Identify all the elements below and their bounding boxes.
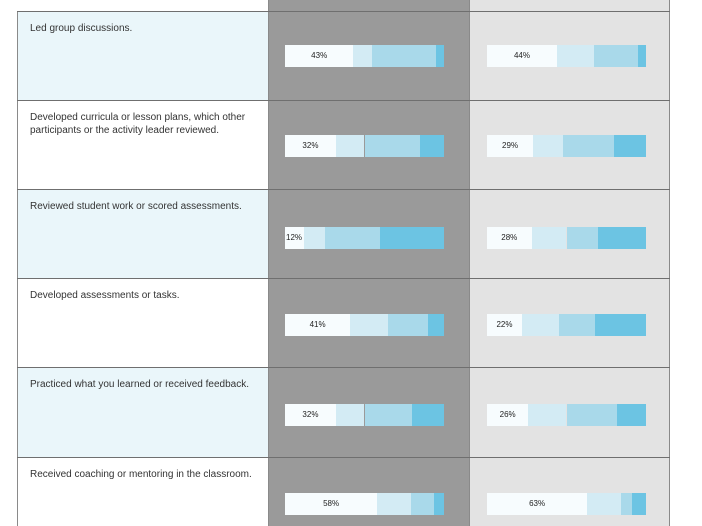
bar-segment — [428, 314, 444, 336]
bar-segment — [285, 314, 351, 336]
row-divider — [17, 367, 670, 368]
bar-segment — [598, 227, 646, 249]
percent-label: 44% — [513, 51, 530, 60]
bar-segment — [563, 135, 615, 157]
stacked-bar: 28% — [487, 227, 646, 249]
bar-segment — [380, 227, 444, 249]
row-label: Reviewed student work or scored assessme… — [30, 201, 242, 212]
bar-segment — [285, 493, 378, 515]
percent-label: 63% — [529, 499, 546, 508]
column-a — [268, 0, 469, 526]
bar-segment — [566, 404, 618, 426]
stacked-bar: 63% — [487, 493, 646, 515]
bar-segment — [436, 45, 444, 67]
row-divider — [17, 189, 670, 190]
stacked-bar: 32% — [285, 404, 444, 426]
bar-segment — [388, 314, 429, 336]
row-divider — [17, 278, 670, 279]
row-divider — [17, 11, 670, 12]
bar-segment — [285, 45, 354, 67]
bar-segment — [487, 45, 557, 67]
row-label-cell: Received coaching or mentoring in the cl… — [17, 458, 268, 526]
row-label-cell: Practiced what you learned or received f… — [17, 368, 268, 458]
stacked-bar: 32% — [285, 135, 444, 157]
percent-label: 32% — [302, 141, 319, 150]
bar-segment — [350, 314, 389, 336]
bar-segment — [372, 45, 437, 67]
bar-segment — [614, 135, 646, 157]
row-label: Practiced what you learned or received f… — [30, 379, 250, 390]
bar-segment — [531, 227, 567, 249]
stacked-bar: 12% — [285, 227, 444, 249]
percent-label: 58% — [323, 499, 340, 508]
bar-segment — [487, 493, 588, 515]
row-divider — [17, 100, 670, 101]
stacked-bar: 44% — [487, 45, 646, 67]
percent-label: 41% — [309, 320, 326, 329]
row-divider — [17, 457, 670, 458]
stacked-bar: 58% — [285, 493, 444, 515]
bar-segment — [285, 227, 305, 249]
percent-label: 28% — [501, 233, 518, 242]
bar-segment — [364, 135, 421, 157]
row-label-cell: Reviewed student work or scored assessme… — [17, 190, 268, 279]
bar-segment — [377, 493, 411, 515]
stacked-bar: 22% — [487, 314, 646, 336]
stacked-bar: 29% — [487, 135, 646, 157]
bar-segment — [487, 404, 529, 426]
row-label: Developed curricula or lesson plans, whi… — [30, 112, 246, 136]
bar-segment — [434, 493, 444, 515]
bar-segment — [285, 404, 336, 426]
bar-segment — [285, 135, 336, 157]
percent-label: 22% — [496, 320, 513, 329]
bar-segment — [595, 314, 646, 336]
bar-segment — [620, 493, 632, 515]
bar-segment — [353, 45, 373, 67]
percent-label: 32% — [302, 410, 319, 419]
percent-label: 43% — [311, 51, 328, 60]
percent-label: 29% — [502, 141, 519, 150]
bar-segment — [335, 135, 365, 157]
bar-segment — [335, 404, 365, 426]
bar-segment — [412, 404, 444, 426]
row-label: Received coaching or mentoring in the cl… — [30, 469, 252, 480]
row-label: Developed assessments or tasks. — [30, 290, 180, 301]
stacked-bar: 41% — [285, 314, 444, 336]
column-b — [469, 0, 670, 526]
bar-segment — [587, 493, 621, 515]
bar-segment — [528, 404, 567, 426]
bar-segment — [593, 45, 639, 67]
percent-label: 26% — [499, 410, 516, 419]
bar-segment — [420, 135, 444, 157]
row-label-cell: Led group discussions. — [17, 12, 268, 101]
bar-segment — [487, 227, 532, 249]
bar-segment — [521, 314, 559, 336]
stacked-bar: 43% — [285, 45, 444, 67]
row-label-cell: Developed curricula or lesson plans, whi… — [17, 101, 268, 190]
bar-segment — [304, 227, 325, 249]
bar-segment — [487, 135, 534, 157]
percent-label: 12% — [286, 233, 303, 242]
bar-segment — [410, 493, 435, 515]
bar-segment — [324, 227, 381, 249]
stacked-bar: 26% — [487, 404, 646, 426]
bar-segment — [566, 227, 599, 249]
bar-segment — [638, 45, 646, 67]
bar-segment — [631, 493, 646, 515]
bar-segment — [364, 404, 413, 426]
bar-segment — [617, 404, 646, 426]
row-label-cell: Developed assessments or tasks. — [17, 279, 268, 368]
bar-segment — [558, 314, 596, 336]
bar-segment — [487, 314, 522, 336]
bar-segment — [556, 45, 594, 67]
row-label: Led group discussions. — [30, 23, 133, 34]
bar-segment — [533, 135, 564, 157]
